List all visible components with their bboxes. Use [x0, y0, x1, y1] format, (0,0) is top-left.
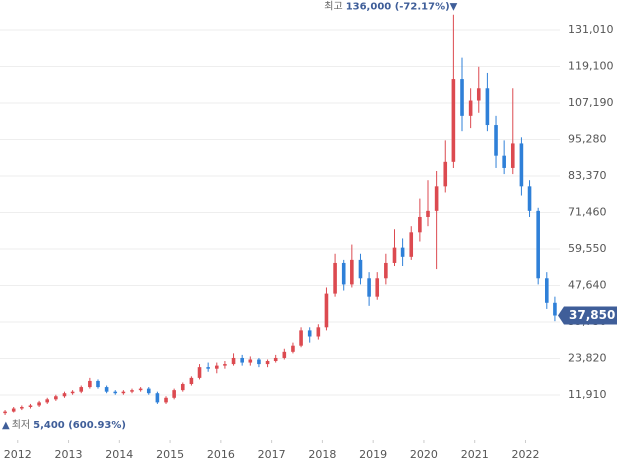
- candle-body: [197, 367, 202, 378]
- y-tick-label: 95,280: [568, 133, 607, 146]
- candle-body: [418, 216, 422, 233]
- candle-body: [223, 364, 227, 366]
- x-tick-label: 2019: [359, 448, 387, 461]
- candle-body: [451, 79, 456, 162]
- candle-body: [113, 391, 118, 394]
- candle-body: [375, 278, 380, 297]
- x-tick-label: 2018: [308, 448, 336, 461]
- x-tick-label: 2022: [511, 448, 539, 461]
- candle-body: [485, 88, 490, 126]
- candle-body: [553, 302, 557, 316]
- candle-body: [28, 405, 33, 407]
- candle-body: [476, 88, 481, 101]
- candle-body: [544, 278, 549, 303]
- annotation-marker: ▼: [450, 2, 458, 13]
- candle-body: [358, 259, 363, 279]
- y-tick-label: 83,370: [568, 169, 607, 182]
- candle-body: [443, 161, 448, 187]
- candle-body: [11, 408, 16, 412]
- x-tick-label: 2015: [156, 448, 184, 461]
- candle-body: [189, 377, 194, 385]
- price-badge: [558, 306, 617, 325]
- candle-body: [130, 390, 134, 392]
- candle-body: [324, 293, 329, 328]
- candle-body: [316, 327, 321, 337]
- annotation-value: 5,400 (600.93%): [33, 420, 126, 431]
- y-tick-label: 107,190: [568, 96, 614, 109]
- candle-body: [392, 247, 397, 263]
- candle-body: [214, 365, 219, 369]
- y-tick-label: 23,820: [568, 352, 607, 365]
- x-tick-label: 2021: [461, 448, 489, 461]
- candle-body: [291, 345, 295, 352]
- candle-body: [333, 262, 337, 294]
- candle-body: [282, 351, 287, 358]
- candle-body: [341, 262, 346, 285]
- y-tick-label: 59,550: [568, 242, 607, 255]
- x-tick-label: 2016: [207, 448, 235, 461]
- y-tick-label: 131,010: [568, 23, 614, 36]
- candle-body: [257, 359, 261, 365]
- candle-body: [307, 330, 312, 337]
- x-tick-label: 2013: [55, 448, 83, 461]
- candle-body: [367, 278, 371, 297]
- candle-body: [409, 232, 414, 257]
- candle-body: [527, 186, 532, 211]
- candle-body: [138, 388, 143, 391]
- y-tick-label: 71,460: [568, 206, 607, 219]
- high-annotation: 최고 136,000 (-72.17%)▼: [324, 1, 457, 13]
- candle-body: [426, 210, 430, 217]
- candle-body: [62, 393, 67, 397]
- candle-body: [104, 387, 109, 392]
- candle-body: [536, 210, 540, 279]
- candle-body: [164, 397, 168, 403]
- candle-body: [231, 357, 236, 365]
- candle-body: [121, 391, 126, 394]
- candle-body: [79, 387, 84, 392]
- candle-body: [519, 143, 524, 187]
- candle-body: [434, 186, 439, 211]
- x-tick-label: 2020: [410, 448, 438, 461]
- candle-body: [384, 262, 388, 279]
- y-tick-label: 47,640: [568, 279, 607, 292]
- candle-body: [510, 143, 515, 168]
- annotation-prefix: 최고: [324, 1, 342, 13]
- x-tick-label: 2014: [105, 448, 133, 461]
- candle-body: [146, 388, 151, 394]
- candle-body: [155, 393, 160, 403]
- price-badge-label: 37,850: [569, 308, 615, 322]
- y-tick-label: 119,100: [568, 60, 614, 73]
- candle-body: [468, 100, 473, 116]
- candle-body: [88, 380, 92, 388]
- candle-body: [273, 357, 278, 362]
- candle-body: [299, 330, 303, 346]
- y-tick-label: 11,910: [568, 388, 607, 401]
- candle-body: [96, 380, 100, 388]
- candle-body: [3, 411, 7, 414]
- candle-body: [460, 79, 464, 116]
- annotation-marker: ▲: [2, 420, 10, 431]
- candle-body: [240, 357, 244, 363]
- candle-body: [265, 361, 270, 365]
- candle-body: [350, 259, 354, 285]
- low-annotation: ▲ 최저 5,400 (600.93%): [2, 419, 126, 431]
- candle-body: [502, 155, 506, 168]
- x-tick-label: 2012: [4, 448, 32, 461]
- candle-body: [20, 406, 24, 409]
- candle-body: [248, 359, 253, 363]
- candle-body: [206, 367, 210, 369]
- annotation-value: 136,000 (-72.17%): [346, 2, 450, 13]
- candle-body: [172, 390, 176, 398]
- candle-body: [400, 247, 405, 257]
- candle-body: [45, 399, 50, 403]
- candle-body: [180, 384, 185, 391]
- candle-body: [37, 402, 41, 406]
- candle-body: [70, 391, 75, 394]
- candle-body: [494, 125, 498, 156]
- annotation-prefix: 최저: [12, 419, 30, 431]
- candle-body: [54, 396, 58, 400]
- x-tick-label: 2017: [258, 448, 286, 461]
